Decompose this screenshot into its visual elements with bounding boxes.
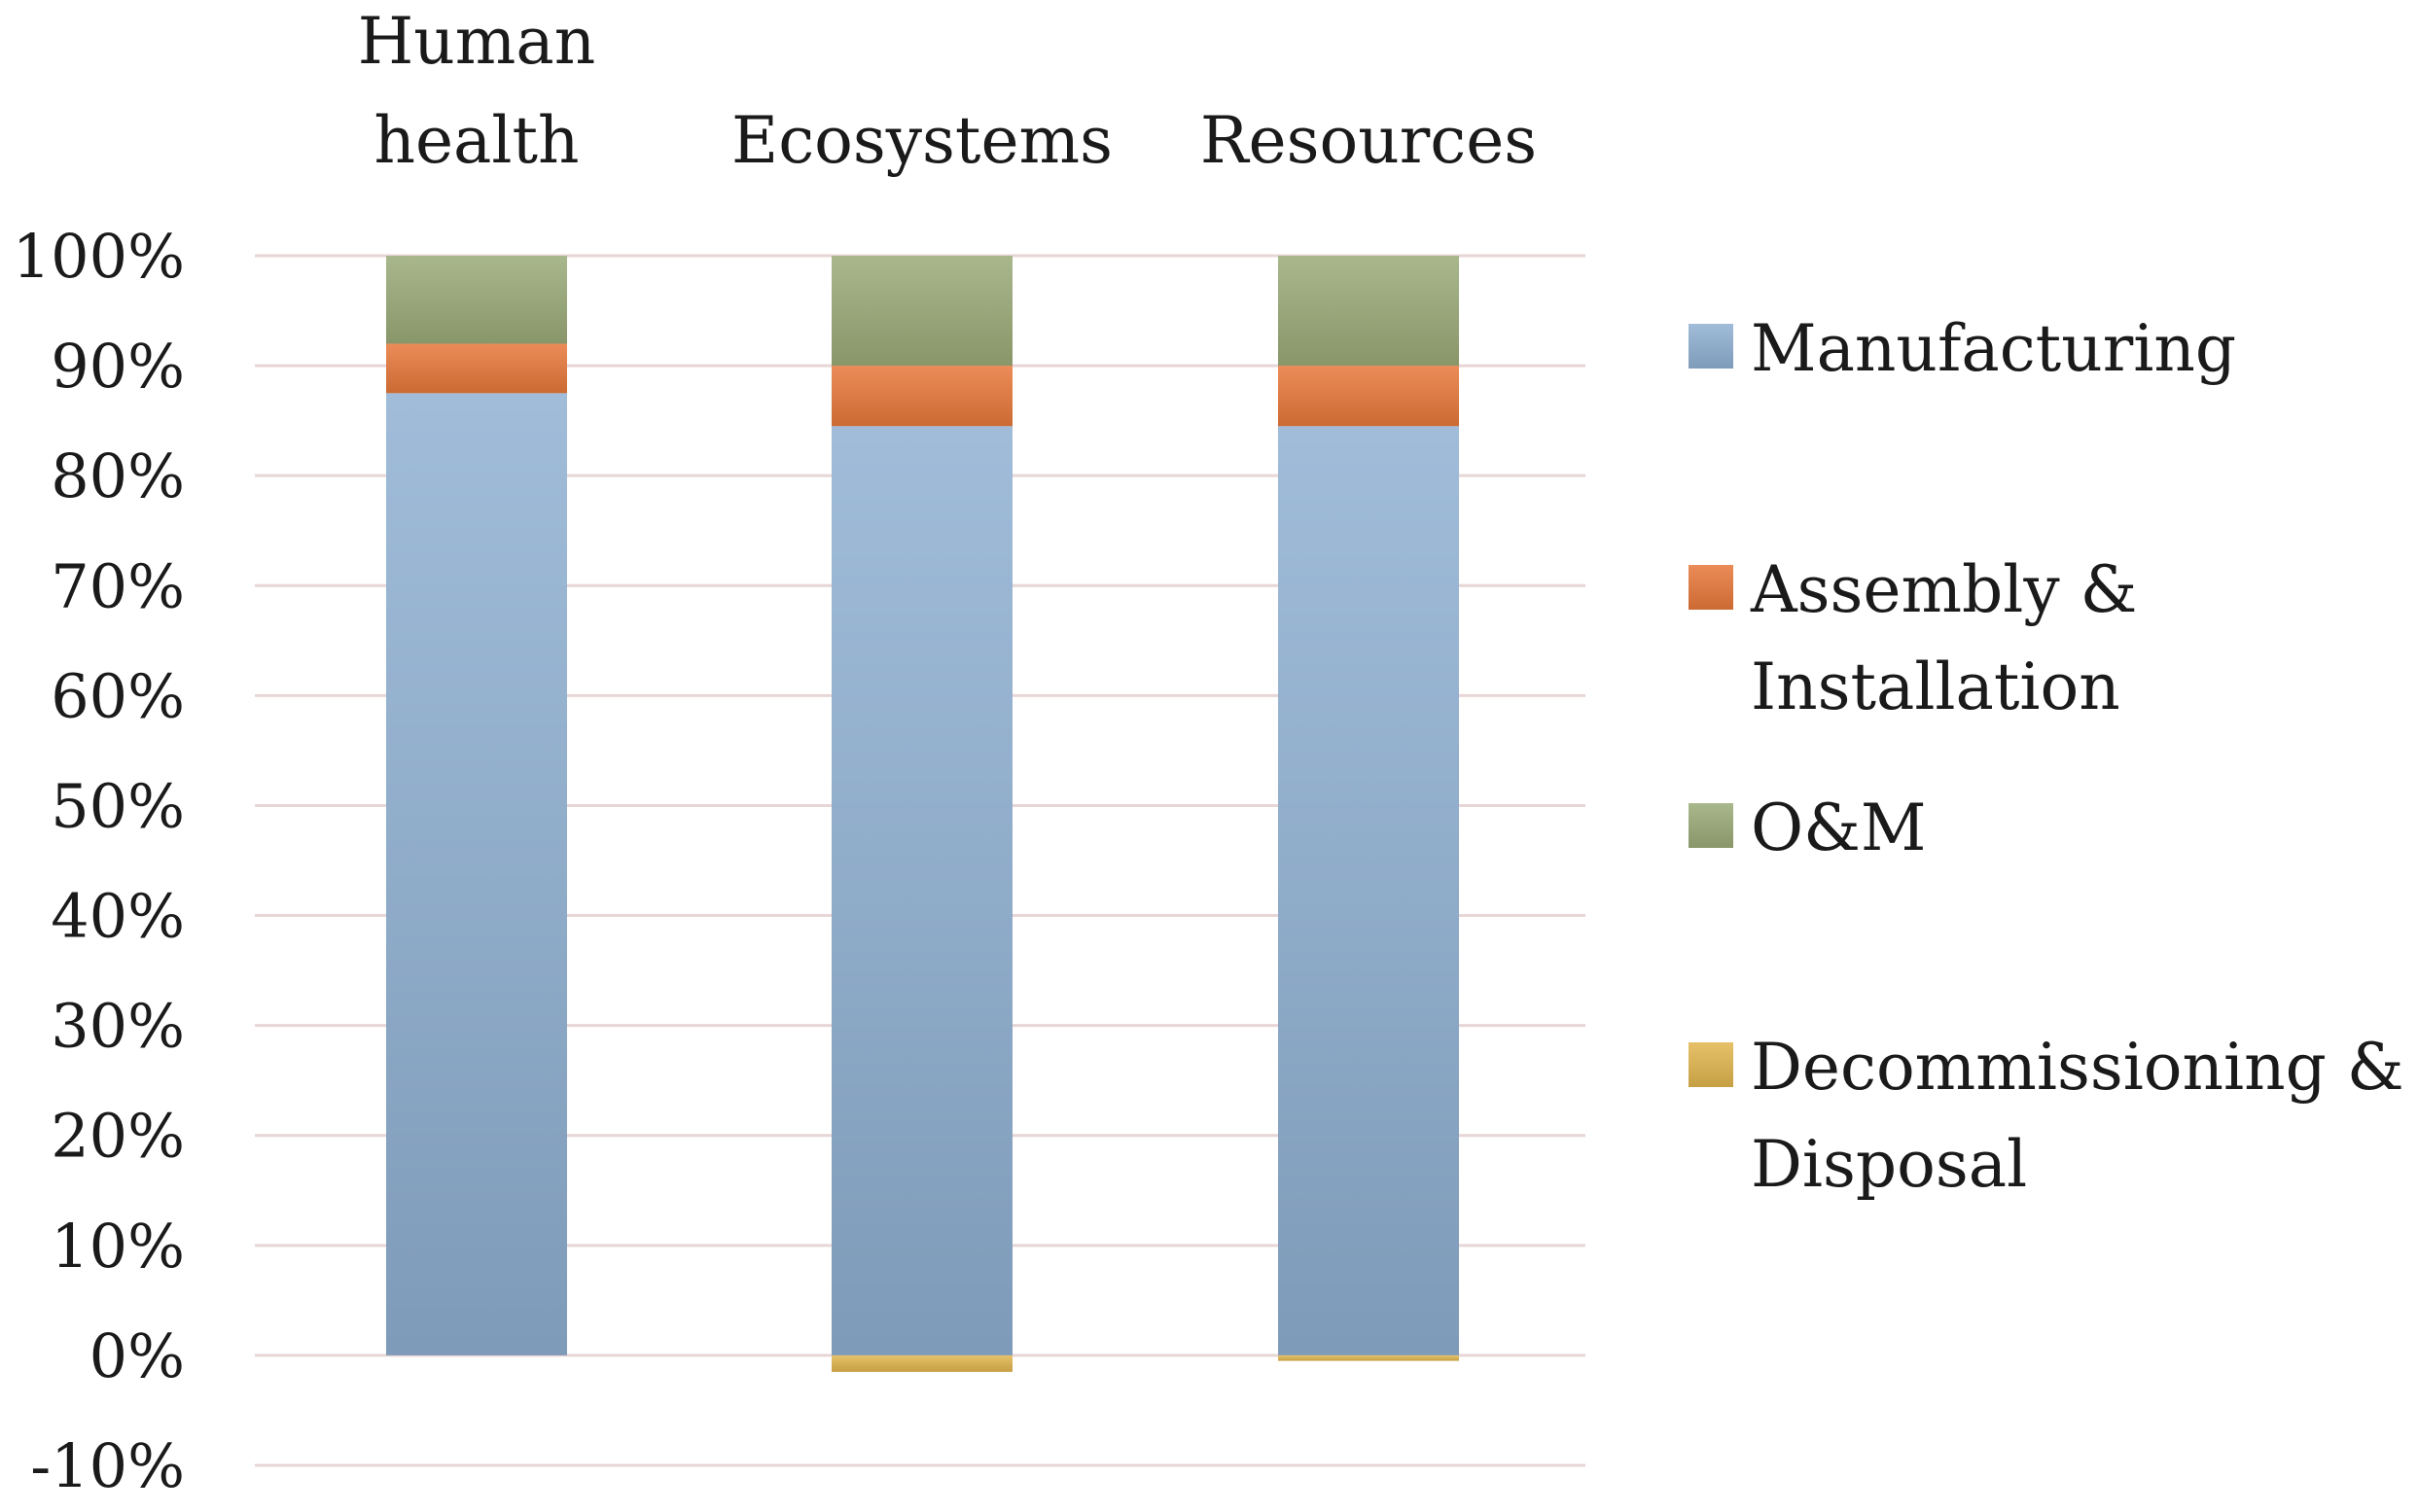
legend-label: Decommissioning & (1751, 1030, 2404, 1105)
bar-segment (832, 426, 1013, 1355)
y-tick-label: 0% (89, 1320, 185, 1391)
category-labels: Human health Ecosystems Resources (358, 4, 1537, 178)
y-tick-label: -10% (30, 1430, 185, 1501)
legend-label: O&M (1751, 791, 1926, 865)
legend-swatch (1689, 324, 1733, 369)
legend-swatch (1689, 565, 1733, 610)
bar-segment (1278, 366, 1459, 427)
y-tick-label: 10% (51, 1211, 185, 1282)
bar-segment (1278, 426, 1459, 1355)
legend-label: Disposal (1751, 1127, 2027, 1202)
legend-swatch (1689, 1042, 1733, 1087)
y-tick-label: 60% (51, 660, 185, 731)
y-tick-label: 80% (51, 440, 185, 511)
y-tick-label: 50% (51, 770, 185, 841)
bar-segment (386, 393, 567, 1355)
category-label: health (373, 103, 579, 178)
bar-segment (832, 256, 1013, 367)
y-tick-label: 30% (51, 991, 185, 1062)
legend-swatch (1689, 803, 1733, 848)
bar-segment (832, 366, 1013, 427)
bars (386, 256, 1459, 1372)
bar-segment (386, 343, 567, 394)
legend-label: Assembly & (1750, 552, 2137, 627)
category-label: Human (358, 4, 596, 79)
legend-label: Manufacturing (1751, 311, 2236, 386)
y-tick-label: 40% (51, 881, 185, 952)
bar-segment (832, 1354, 1013, 1372)
legend-label: Installation (1751, 650, 2120, 724)
category-label: Ecosystems (731, 103, 1113, 178)
y-tick-label: 20% (51, 1101, 185, 1172)
bar-segment (386, 256, 567, 344)
legend: Manufacturing Assembly & Installation O&M De… (1689, 311, 2404, 1202)
category-label: Resources (1200, 103, 1537, 178)
bar-segment (1278, 256, 1459, 367)
y-axis-tick-labels: 100% 90% 80% 70% 60% 50% 40% 30% 20% 10% 0% -10% (13, 221, 185, 1501)
y-tick-label: 70% (51, 550, 185, 621)
bar-segment (1278, 1354, 1459, 1361)
y-tick-label: 90% (51, 331, 185, 402)
y-tick-label: 100% (13, 221, 185, 292)
